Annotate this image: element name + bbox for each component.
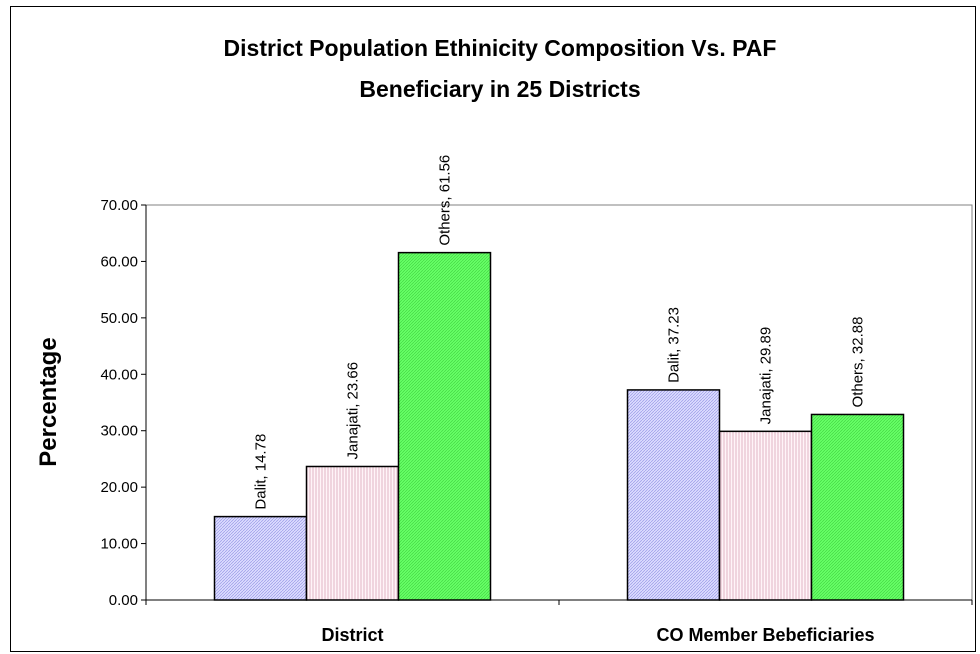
y-tick-label: 40.00 — [100, 366, 138, 383]
bar-janajati-co-member — [718, 430, 813, 601]
data-label-others: Others, 32.88 — [850, 317, 867, 408]
x-category-label: District — [321, 625, 383, 645]
y-tick-label: 60.00 — [100, 253, 138, 270]
chart-title: District Population Ethinicity Compositi… — [224, 35, 777, 61]
data-label-janajati: Janajati, 23.66 — [345, 362, 362, 460]
bar-dalit-co-member — [626, 389, 721, 601]
data-label-janajati: Janajati, 29.89 — [758, 327, 775, 425]
bar-others-district — [397, 251, 492, 601]
y-axis-label: Percentage — [35, 337, 62, 466]
data-label-dalit: Dalit, 37.23 — [666, 307, 683, 383]
data-label-dalit: Dalit, 14.78 — [253, 434, 270, 510]
bar-janajati-district — [305, 465, 400, 601]
data-labels: Dalit, 14.78 Janajati, 23.66 Others, 61.56… — [253, 155, 867, 510]
chart-title-line2: Beneficiary in 25 Districts — [359, 76, 640, 102]
y-tick-label: 50.00 — [100, 310, 138, 327]
data-label-others: Others, 61.56 — [437, 155, 454, 246]
y-tick-label: 30.00 — [100, 423, 138, 440]
y-tick-label: 20.00 — [100, 479, 138, 496]
y-tick-label: 70.00 — [100, 197, 138, 214]
y-tick-label: 10.00 — [100, 536, 138, 553]
bar-others-co-member — [810, 413, 905, 601]
y-tick-label: 0.00 — [109, 592, 138, 609]
axes: 0.00 10.00 20.00 30.00 40.00 50.00 60.00 70.00 D… — [100, 197, 973, 645]
bar-dalit-district — [213, 515, 308, 601]
bars — [213, 251, 905, 601]
x-category-label: CO Member Bebeficiaries — [656, 625, 874, 645]
